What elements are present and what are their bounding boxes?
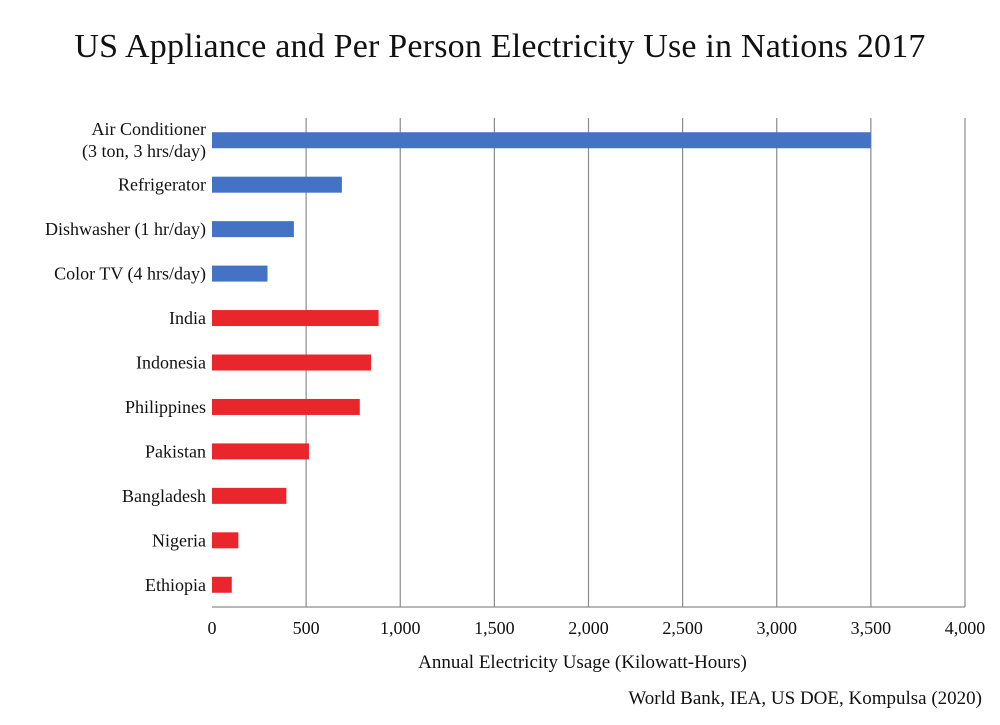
category-label: India [169,308,206,328]
category-label: Pakistan [145,441,206,461]
bar-nation [212,487,287,504]
category-label: Nigeria [152,530,206,550]
bars [212,132,871,593]
x-tick-label: 1,000 [380,618,421,638]
category-label: Bangladesh [122,486,206,506]
x-tick-label: 2,500 [662,618,703,638]
bar-appliance [212,176,342,193]
x-tick-label: 3,500 [851,618,892,638]
category-label: Refrigerator [118,175,206,195]
category-label: Color TV (4 hrs/day) [54,264,206,285]
chart-title: US Appliance and Per Person Electricity … [74,28,926,65]
x-tick-labels: 0 500 1,000 1,500 2,000 2,500 3,000 3,500 4,000 [208,618,986,638]
x-tick-label: 0 [208,618,217,638]
x-tick-label: 1,500 [474,618,515,638]
bar-nation [212,576,232,593]
bar-appliance [212,132,871,149]
bar-nation [212,532,239,549]
category-label: Philippines [125,397,206,417]
gridlines [305,118,966,607]
bar-nation [212,398,360,415]
category-label: Indonesia [136,353,206,373]
x-tick-label: 3,000 [757,618,798,638]
x-axis-title: Annual Electricity Usage (Kilowatt-Hours… [418,652,747,673]
bar-nation [212,443,309,460]
category-label: Ethiopia [145,575,206,595]
bar-nation [212,310,379,327]
x-tick-label: 4,000 [945,618,986,638]
category-label: Air Conditioner (3 ton, 3 hrs/day) [82,119,206,162]
x-tick-label: 500 [293,618,320,638]
bar-appliance [212,221,294,238]
bar-nation [212,354,372,371]
category-label: Dishwasher (1 hr/day) [45,219,206,240]
category-labels: Air Conditioner (3 ton, 3 hrs/day) Refrige… [45,119,206,595]
x-tick-label: 2,000 [568,618,609,638]
source-note: World Bank, IEA, US DOE, Kompulsa (2020) [628,688,982,709]
bar-appliance [212,265,268,282]
